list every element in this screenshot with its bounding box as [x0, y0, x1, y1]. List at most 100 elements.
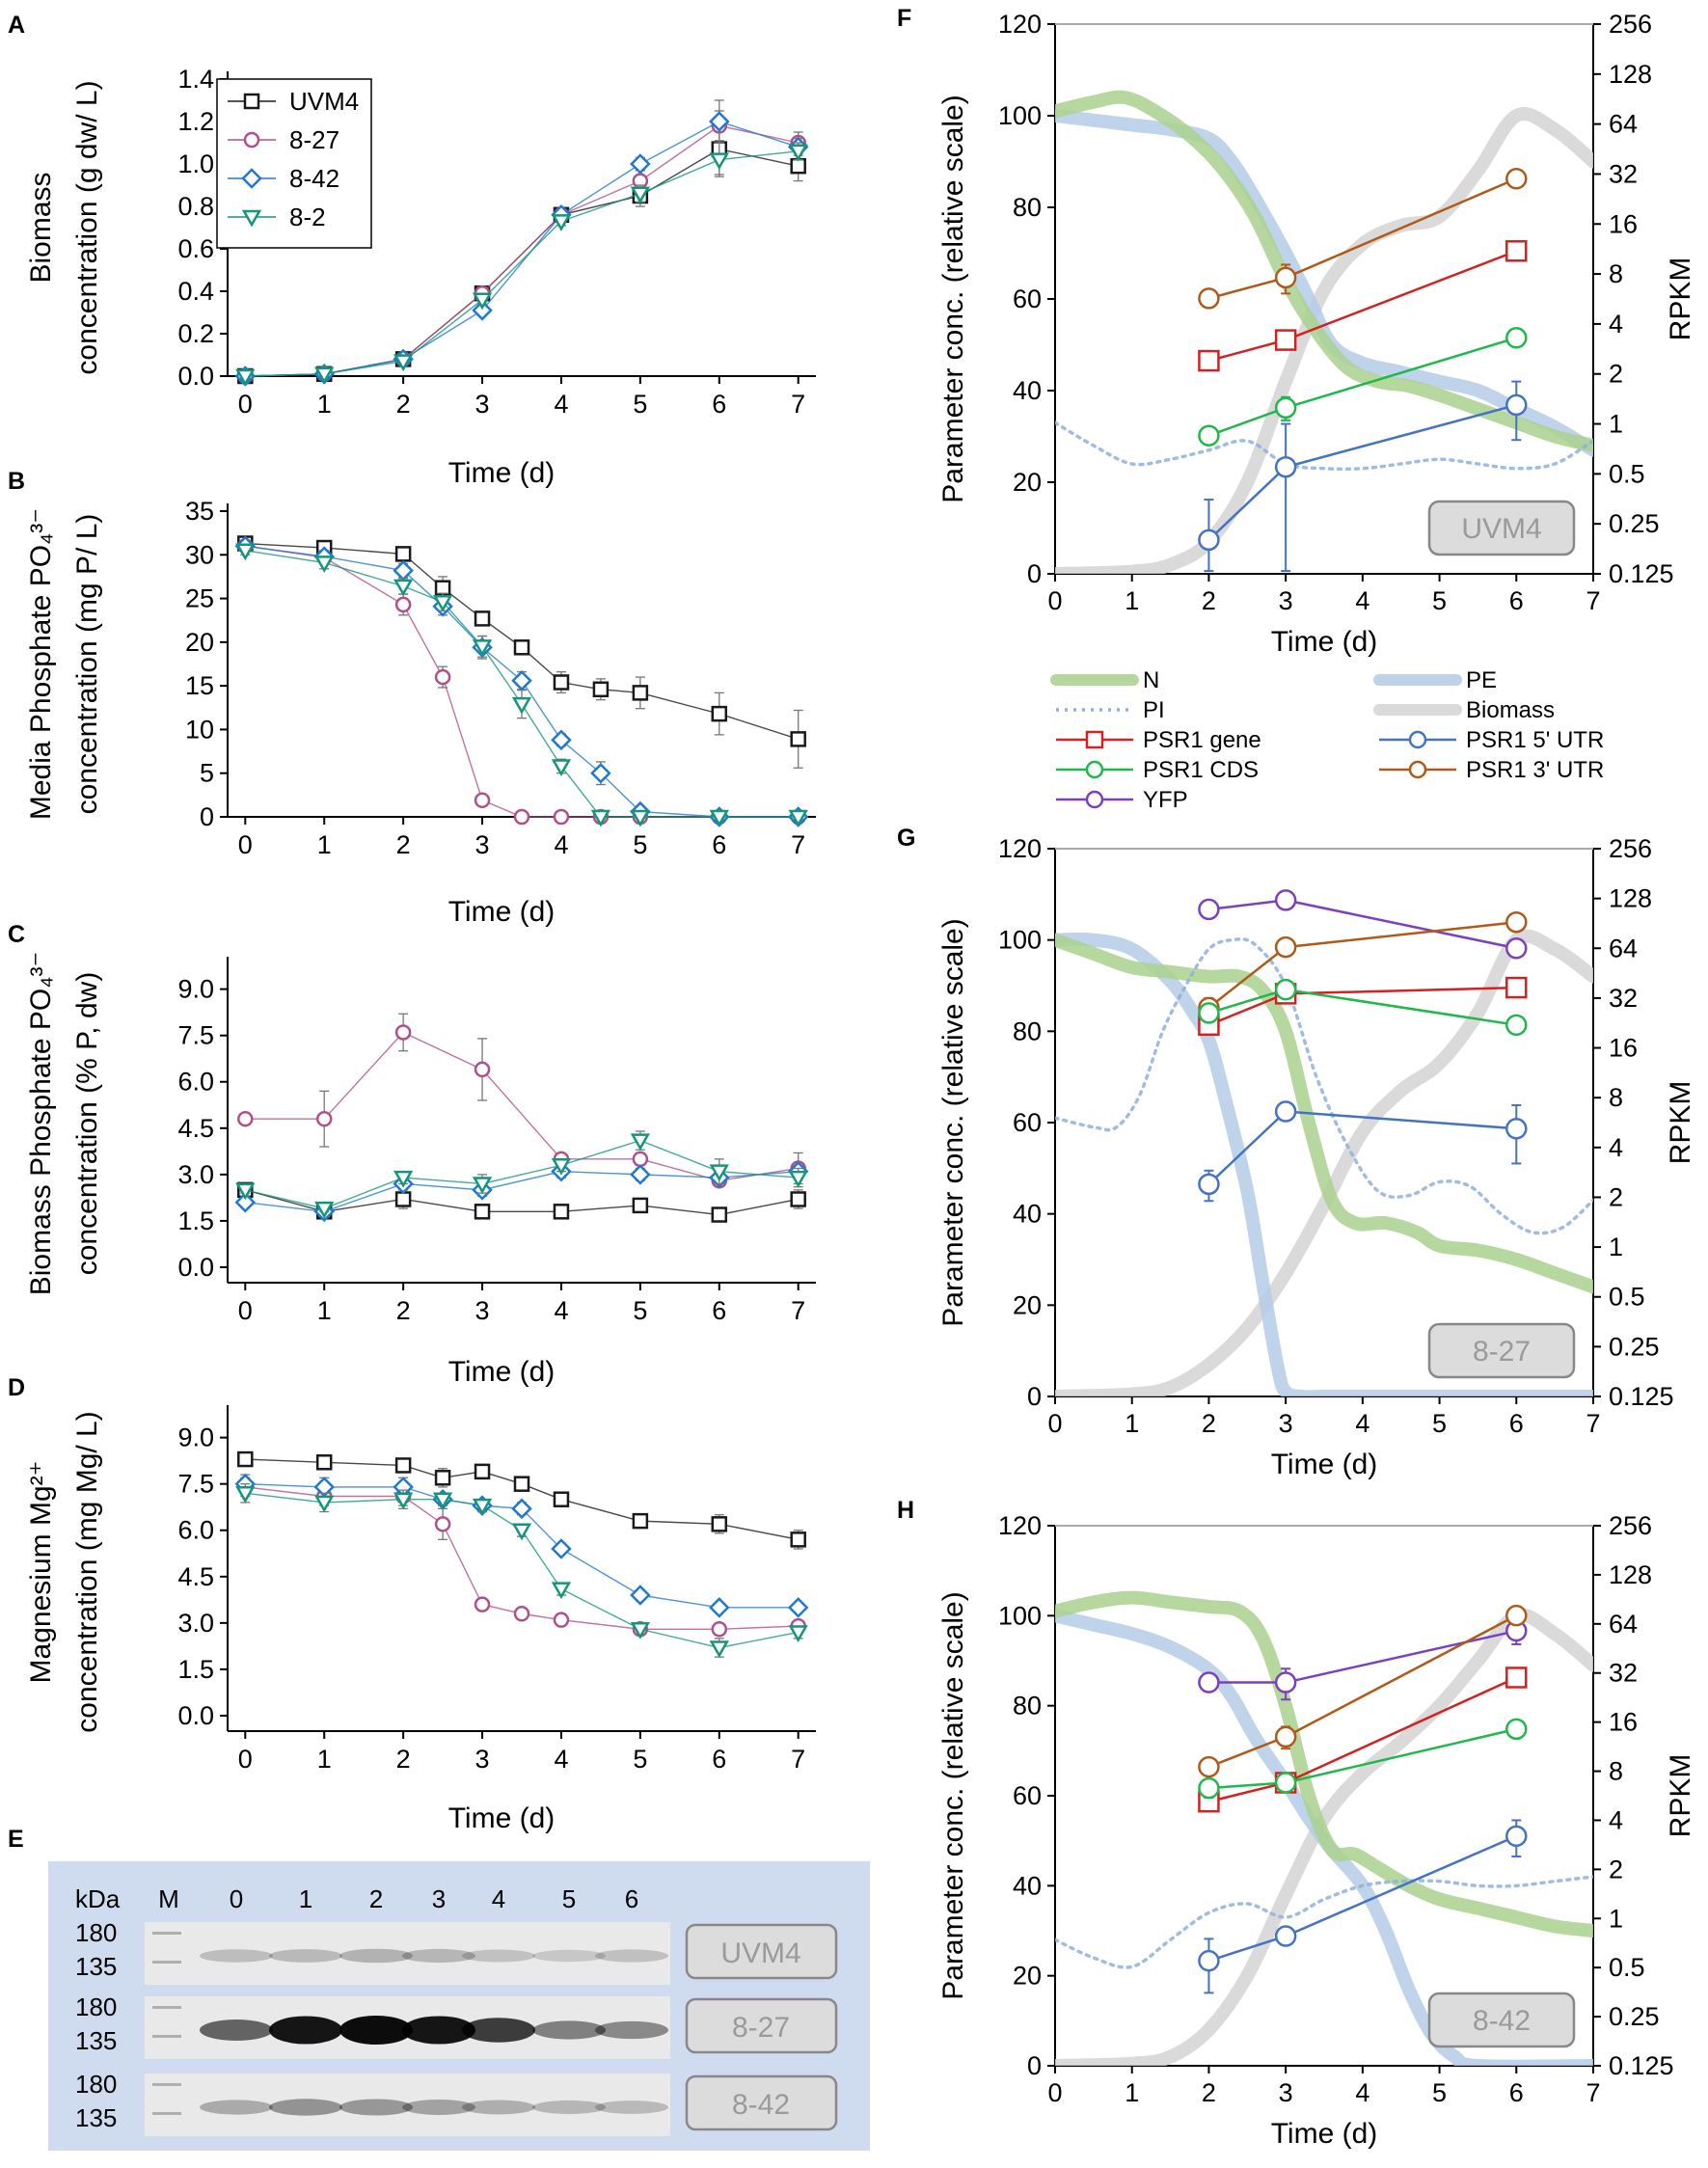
- blot-band: [200, 2100, 273, 2115]
- y2-axis-title: RPKM: [1665, 1081, 1696, 1165]
- data-point-8-2: [551, 1158, 572, 1176]
- data-point-8-2: [788, 809, 808, 827]
- x-tick-label: 5: [633, 1745, 647, 1774]
- y-tick-label: 0.2: [177, 319, 214, 348]
- series-line: [245, 1139, 799, 1209]
- y2-tick-label: 0.125: [1609, 2051, 1674, 2080]
- rpkm-point-psr1-3-utr: [1198, 1755, 1220, 1778]
- y2-tick-label: 16: [1609, 1034, 1638, 1063]
- panel-label: E: [8, 1826, 24, 1853]
- ladder-band: [152, 2083, 181, 2086]
- data-point-8-42: [511, 669, 532, 691]
- x-tick-label: 5: [633, 830, 647, 859]
- rpkm-point-psr1-3-utr: [1505, 1604, 1528, 1627]
- data-point-8-2: [551, 214, 572, 231]
- y2-tick-label: 32: [1609, 159, 1638, 188]
- blot-band: [402, 1948, 475, 1964]
- y2-tick-label: 32: [1609, 1659, 1638, 1688]
- y-tick-label: 7.5: [177, 1021, 214, 1050]
- y-tick-label: 0.8: [177, 192, 214, 221]
- y2-tick-label: 2: [1609, 1855, 1623, 1883]
- y-tick-label: 1.5: [177, 1206, 214, 1235]
- data-point-uvm4: [553, 674, 570, 691]
- chart-panel-f: F 0 1 2 3 4 5 6 7 0 20 40 60 80 100 120 0.125 0.25 0.5 1 2 4 8…: [897, 5, 1696, 658]
- data-point-8-2: [314, 1201, 335, 1219]
- rpkm-series-psr1-3-utr: [1198, 1604, 1528, 1778]
- data-point-8-2: [788, 1625, 808, 1642]
- rpkm-point-yfp: [1274, 889, 1297, 911]
- data-point-8-42: [511, 1498, 532, 1520]
- data-point-uvm4: [434, 1470, 451, 1486]
- kda-marker-label: 135: [75, 2103, 117, 2132]
- y-axis-title: Magnesium Mg²⁺: [25, 1461, 57, 1684]
- curve-pi: [1055, 420, 1593, 472]
- data-point-8-42: [709, 111, 730, 132]
- y-tick-label: 20: [185, 628, 214, 657]
- curve-pi: [1055, 936, 1593, 1235]
- legend-label: YFP: [1143, 787, 1188, 813]
- data-point-8-2: [551, 759, 572, 776]
- rpkm-series-psr1-cds: [1198, 1718, 1528, 1800]
- data-point-8-2: [709, 1640, 729, 1659]
- rpkm-line: [1207, 920, 1517, 1009]
- data-point-uvm4: [790, 1531, 806, 1548]
- x-tick-label: 0: [238, 390, 253, 419]
- y2-tick-label: 8: [1609, 1083, 1623, 1112]
- x-tick-label: 7: [791, 1745, 805, 1774]
- chart-panel-d: D 0 1 2 3 4 5 6 7 0.0 1.5 3.0 4.5 6.0 7.5 9.0 Time (d) Ma…: [8, 1374, 816, 1834]
- y-tick-label: 30: [185, 540, 214, 569]
- x-tick-label: 2: [396, 830, 411, 859]
- data-point-8-2: [472, 639, 493, 657]
- data-point-8-42: [787, 1597, 809, 1618]
- lane-label: 2: [369, 1884, 383, 1913]
- rpkm-point-psr1-gene: [1198, 349, 1220, 372]
- panel-label: G: [897, 825, 915, 852]
- data-point-8-42: [472, 300, 493, 321]
- data-point-8-2: [393, 1492, 414, 1510]
- x-tick-label: 3: [475, 390, 490, 419]
- y2-tick-label: 256: [1609, 834, 1652, 863]
- legend-marker-8-2: [241, 209, 262, 228]
- rpkm-series-psr1-cds: [1198, 327, 1528, 447]
- y-tick-label: 0.4: [177, 277, 214, 306]
- x-tick-label: 4: [554, 1745, 568, 1774]
- x-tick-label: 7: [791, 830, 805, 859]
- y-tick-label: 120: [998, 10, 1042, 39]
- x-tick-label: 3: [1279, 1409, 1293, 1438]
- rpkm-point-psr1-cds: [1274, 396, 1297, 420]
- data-point-8-2: [314, 366, 335, 385]
- y-tick-label: 60: [1013, 1108, 1042, 1137]
- blot-band: [532, 2100, 606, 2115]
- curve-pi: [1055, 1875, 1593, 1969]
- y-tick-label: 3.0: [177, 1609, 214, 1638]
- rpkm-series-psr1-5-utr: [1198, 1819, 1528, 1994]
- series-line: [245, 1458, 799, 1541]
- legend-label: PI: [1143, 697, 1165, 723]
- x-tick-label: 5: [633, 1296, 647, 1325]
- rpkm-point-psr1-cds: [1198, 424, 1220, 447]
- y-tick-label: 100: [998, 926, 1042, 955]
- legend-label: N: [1143, 667, 1159, 693]
- y2-tick-label: 256: [1609, 1511, 1652, 1540]
- y-tick-label: 4.5: [177, 1562, 214, 1591]
- data-point-uvm4: [592, 681, 610, 698]
- data-point-8-2: [709, 152, 729, 171]
- series-line: [245, 1189, 799, 1216]
- x-tick-label: 7: [1586, 2078, 1600, 2107]
- x-tick-label: 0: [238, 1745, 253, 1774]
- x-tick-label: 5: [1432, 1409, 1447, 1438]
- data-point-8-2: [472, 1498, 493, 1516]
- data-point-8-27: [434, 1516, 451, 1532]
- kda-label: kDa: [75, 1884, 121, 1913]
- data-point-8-2: [788, 1170, 808, 1188]
- y2-tick-label: 0.25: [1609, 2002, 1660, 2031]
- curve-n: [1055, 1590, 1593, 1938]
- x-tick-label: 4: [554, 1296, 568, 1325]
- y-tick-label: 100: [998, 1601, 1042, 1630]
- y-tick-label: 80: [1013, 1016, 1042, 1045]
- rpkm-line: [1208, 899, 1517, 950]
- data-point-8-2: [393, 1170, 414, 1188]
- y-tick-label: 60: [1013, 285, 1042, 313]
- x-tick-label: 4: [1355, 1409, 1369, 1438]
- legend-label: UVM4: [289, 87, 359, 116]
